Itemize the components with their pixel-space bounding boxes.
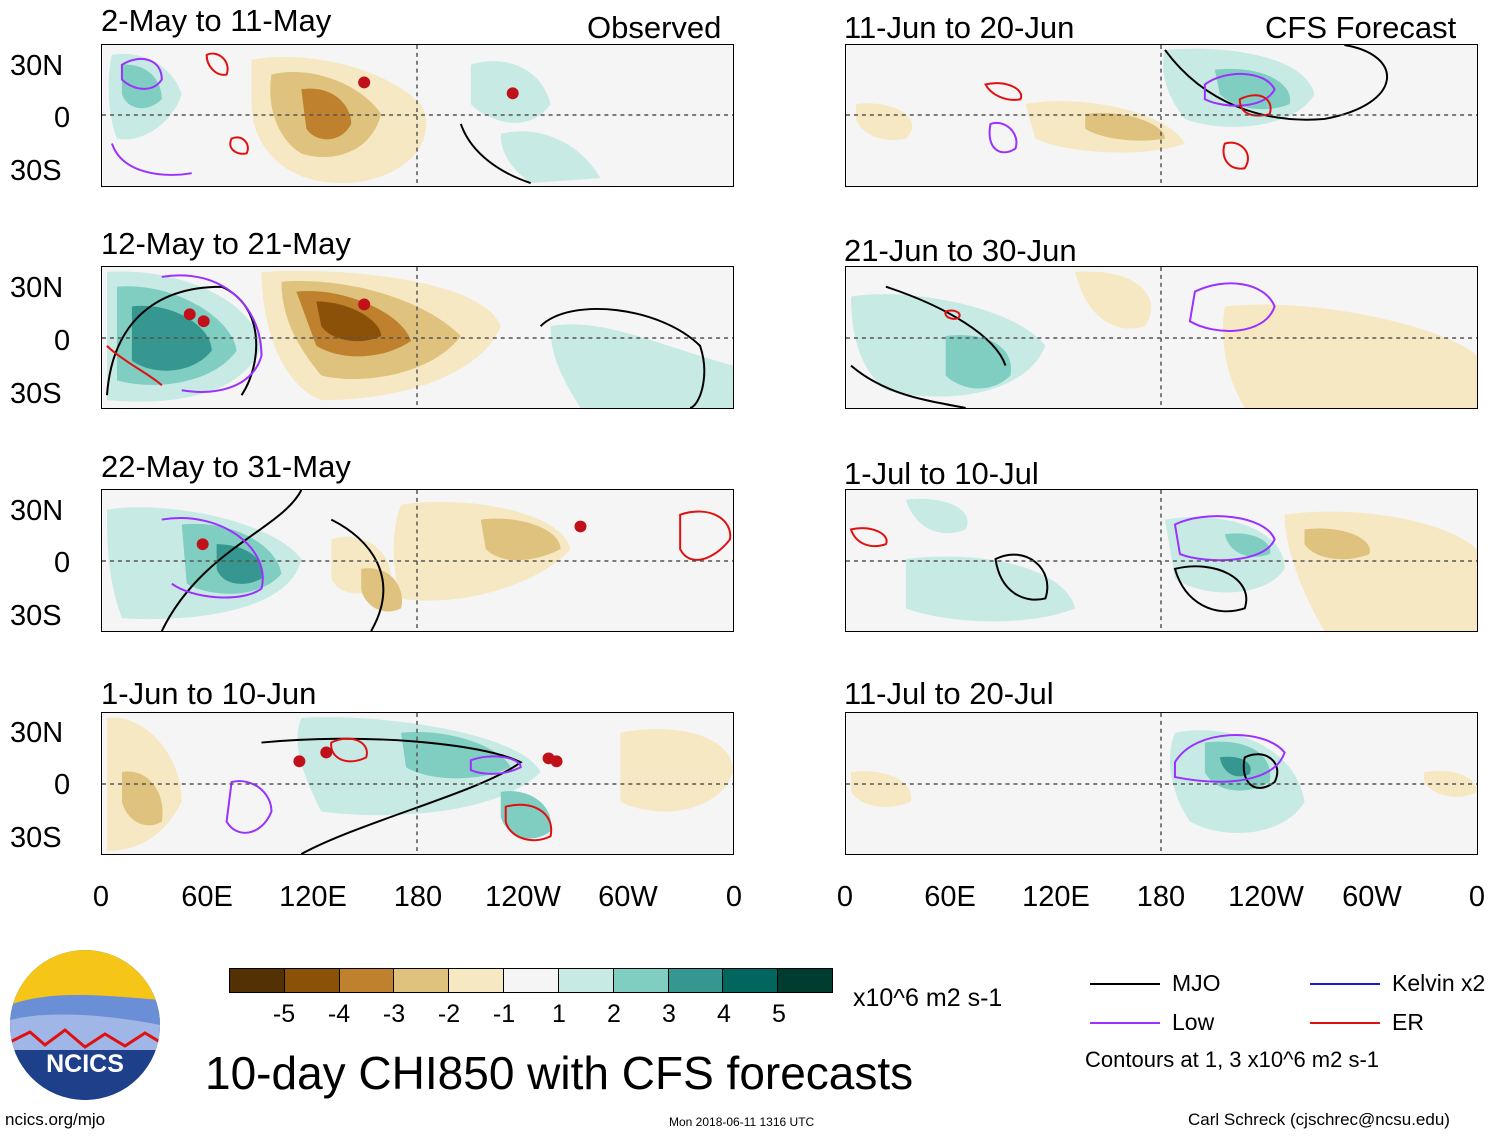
x-tick-120e: 120E	[279, 881, 347, 913]
map-panel-observed-4	[101, 712, 734, 855]
forecast-label: CFS Forecast	[1265, 10, 1457, 45]
y-tick-30n: 30N	[10, 50, 64, 82]
source-link[interactable]: ncics.org/mjo	[5, 1110, 106, 1129]
colorbar-tick: -1	[492, 1000, 516, 1028]
y-tick-0: 0	[54, 769, 71, 801]
panel-title-fc-2: 21-Jun to 30-Jun	[844, 233, 1077, 268]
y-tick-30s: 30S	[10, 822, 62, 854]
map-panel-observed-3	[101, 489, 734, 632]
colorbar-tick: -2	[437, 1000, 461, 1028]
legend-label-mjo: MJO	[1172, 970, 1221, 996]
panel-title-obs-1: 2-May to 11-May	[101, 3, 332, 38]
colorbar-tick: -5	[272, 1000, 296, 1028]
y-tick-0: 0	[54, 102, 71, 134]
x-tick-60e: 60E	[181, 881, 233, 913]
colorbar-swatch	[723, 969, 779, 992]
map-panel-forecast-4	[845, 712, 1478, 855]
legend-line-low	[1090, 1022, 1160, 1024]
y-tick-30s: 30S	[10, 378, 62, 410]
y-tick-0: 0	[54, 547, 71, 579]
author-credit: Carl Schreck (cjschrec@ncsu.edu)	[1188, 1110, 1450, 1129]
colorbar-tick: 4	[717, 1000, 731, 1028]
legend-line-mjo	[1090, 983, 1160, 985]
x-tick-120e: 120E	[1022, 881, 1090, 913]
x-tick-0-end: 0	[1468, 881, 1486, 913]
map-panel-observed-2	[101, 266, 734, 409]
timestamp: Mon 2018-06-11 1316 UTC	[669, 1115, 815, 1129]
legend-label-low: Low	[1172, 1009, 1215, 1035]
colorbar-swatch	[230, 969, 285, 992]
y-tick-30n: 30N	[10, 495, 64, 527]
legend-line-er	[1310, 1022, 1380, 1024]
y-tick-30s: 30S	[10, 155, 62, 187]
y-tick-30n: 30N	[10, 272, 64, 304]
main-title: 10-day CHI850 with CFS forecasts	[205, 1047, 914, 1099]
x-tick-60w: 60W	[1342, 881, 1402, 913]
colorbar-tick: -3	[382, 1000, 406, 1028]
panel-title-obs-4: 1-Jun to 10-Jun	[101, 676, 317, 711]
colorbar-swatch	[449, 969, 505, 992]
legend-label-kelvin: Kelvin x2	[1392, 970, 1486, 996]
x-tick-0: 0	[92, 881, 110, 913]
colorbar-swatch	[339, 969, 395, 992]
colorbar-tick: 2	[607, 1000, 621, 1028]
map-panel-observed-1	[101, 44, 734, 187]
map-panel-forecast-1	[845, 44, 1478, 187]
colorbar	[229, 968, 833, 993]
colorbar-tick: 5	[772, 1000, 786, 1028]
ncics-logo: NCICS	[10, 950, 160, 1100]
observed-label: Observed	[587, 10, 722, 45]
x-tick-180: 180	[1136, 881, 1186, 913]
x-tick-180: 180	[393, 881, 443, 913]
x-tick-60e: 60E	[924, 881, 976, 913]
panel-title-fc-4: 11-Jul to 20-Jul	[844, 676, 1054, 711]
colorbar-swatch	[668, 969, 724, 992]
panel-title-obs-2: 12-May to 21-May	[101, 226, 351, 261]
colorbar-units: x10^6 m2 s-1	[853, 984, 1003, 1012]
map-panel-forecast-3	[845, 489, 1478, 632]
colorbar-tick: -4	[327, 1000, 351, 1028]
legend-label-er: ER	[1392, 1009, 1424, 1035]
x-tick-60w: 60W	[598, 881, 658, 913]
map-panel-forecast-2	[845, 266, 1478, 409]
colorbar-swatch	[504, 969, 559, 992]
legend-note: Contours at 1, 3 x10^6 m2 s-1	[1085, 1047, 1380, 1072]
y-tick-30s: 30S	[10, 600, 62, 632]
panel-title-fc-3: 1-Jul to 10-Jul	[844, 456, 1039, 491]
legend-line-kelvin	[1310, 983, 1380, 985]
colorbar-tick: 1	[552, 1000, 566, 1028]
panel-title-obs-3: 22-May to 31-May	[101, 449, 351, 484]
y-tick-0: 0	[54, 325, 71, 357]
panel-title-fc-1: 11-Jun to 20-Jun	[844, 10, 1075, 45]
x-tick-0-end: 0	[725, 881, 743, 913]
logo-text: NCICS	[46, 1050, 124, 1078]
colorbar-swatch	[284, 969, 340, 992]
colorbar-swatch	[778, 969, 832, 992]
x-tick-120w: 120W	[1228, 881, 1304, 913]
x-tick-120w: 120W	[485, 881, 561, 913]
colorbar-swatch	[558, 969, 614, 992]
colorbar-tick: 3	[662, 1000, 676, 1028]
x-tick-0: 0	[836, 881, 854, 913]
colorbar-swatch	[394, 969, 450, 992]
y-tick-30n: 30N	[10, 717, 64, 749]
colorbar-swatch	[613, 969, 669, 992]
